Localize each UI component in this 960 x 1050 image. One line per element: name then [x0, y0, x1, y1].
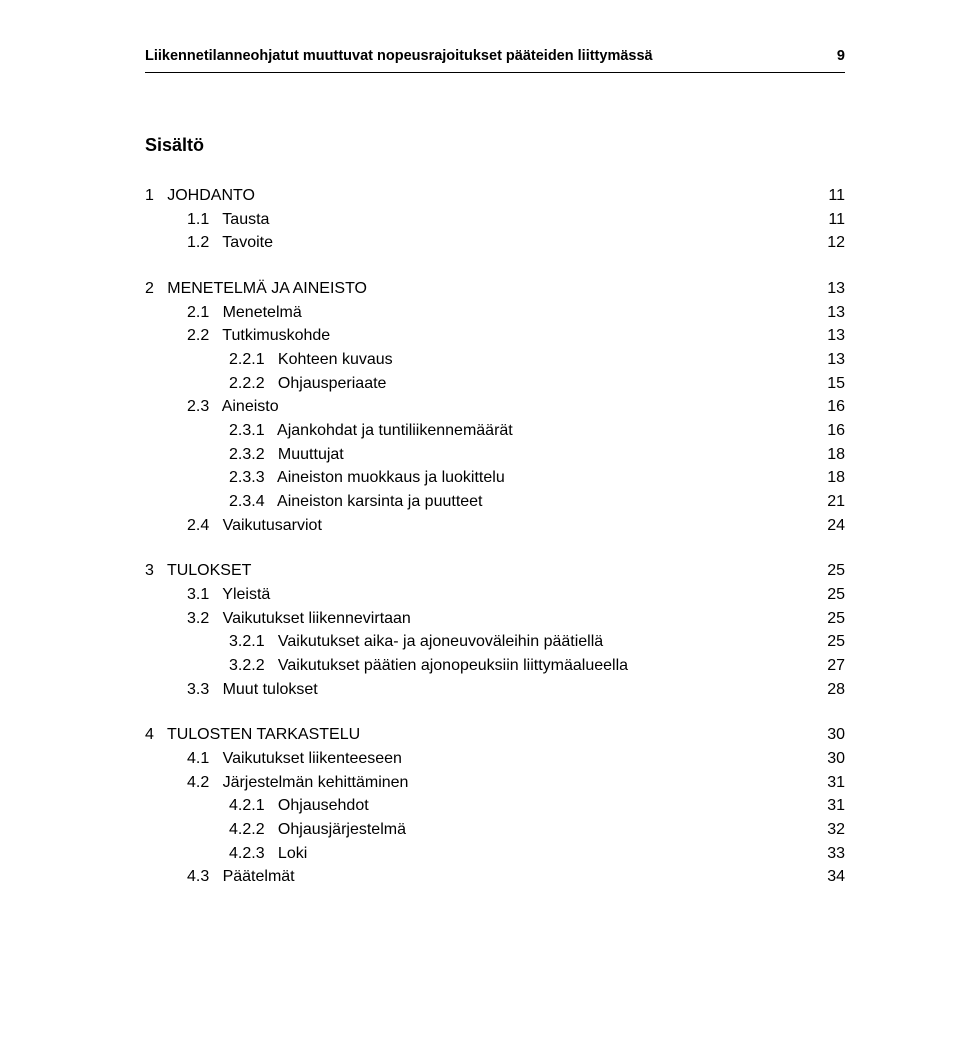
toc-row-label: 4.3 Päätelmät [145, 865, 295, 889]
toc-row-page: 13 [815, 324, 845, 348]
toc-group: 3 TULOKSET253.1 Yleistä253.2 Vaikutukset… [145, 559, 845, 701]
toc-row-page: 25 [815, 583, 845, 607]
toc-group: 2 MENETELMÄ JA AINEISTO 13 2.1 Menetelmä 13… [145, 277, 845, 537]
toc-row-page: 25 [815, 607, 845, 631]
toc-row-label: 2 MENETELMÄ JA AINEISTO [145, 277, 367, 301]
toc-row-page: 18 [815, 466, 845, 490]
toc-row: 3.3 Muut tulokset 28 [145, 678, 845, 702]
toc-row: 4 TULOSTEN TARKASTELU 30 [145, 723, 845, 747]
toc-row-label: 3.1 Yleistä [145, 583, 270, 607]
toc-row: 4.2 Järjestelmän kehittäminen 31 [145, 771, 845, 795]
toc-row: 3 TULOKSET 25 [145, 559, 845, 583]
toc-row-page: 18 [815, 443, 845, 467]
toc-row-label: 4.1 Vaikutukset liikenteeseen [145, 747, 402, 771]
toc-row-page: 13 [815, 301, 845, 325]
toc-row-page: 13 [815, 348, 845, 372]
toc-row-page: 25 [815, 630, 845, 654]
toc-row-label: 4.2 Järjestelmän kehittäminen [145, 771, 408, 795]
toc-row-label: 1.2 Tavoite [145, 231, 273, 255]
toc-row-page: 13 [815, 277, 845, 301]
toc-row: 2.3 Aineisto 16 [145, 395, 845, 419]
toc-row-page: 25 [815, 559, 845, 583]
toc-row: 2.4 Vaikutusarviot 24 [145, 514, 845, 538]
toc-row-label: 3.2.1 Vaikutukset aika- ja ajoneuvovälei… [145, 630, 603, 654]
toc-row-label: 2.2.2 Ohjausperiaate [145, 372, 386, 396]
toc-row: 2.3.4 Aineiston karsinta ja puutteet 21 [145, 490, 845, 514]
toc-row-label: 4.2.1 Ohjausehdot [145, 794, 369, 818]
toc-row: 2.2.2 Ohjausperiaate 15 [145, 372, 845, 396]
toc-row-label: 2.1 Menetelmä [145, 301, 302, 325]
toc-row-label: 4 TULOSTEN TARKASTELU [145, 723, 360, 747]
toc-row-label: 2.3.1 Ajankohdat ja tuntiliikennemäärät [145, 419, 513, 443]
toc-row: 1.1 Tausta 11 [145, 208, 845, 232]
toc-row-label: 4.2.2 Ohjausjärjestelmä [145, 818, 406, 842]
toc-row: 3.2 Vaikutukset liikennevirtaan 25 [145, 607, 845, 631]
running-header-pagenum: 9 [837, 48, 845, 64]
toc-row-page: 30 [815, 747, 845, 771]
toc-row-page: 15 [815, 372, 845, 396]
toc-row-page: 11 [816, 208, 845, 232]
toc-row-label: 1 JOHDANTO [145, 184, 255, 208]
page: Liikennetilanneohjatut muuttuvat nopeusr… [0, 0, 960, 1050]
toc-row-page: 28 [815, 678, 845, 702]
toc-row: 2.3.3 Aineiston muokkaus ja luokittelu 18 [145, 466, 845, 490]
toc-row-page: 24 [815, 514, 845, 538]
toc-row-page: 11 [816, 184, 845, 208]
toc-row-label: 1.1 Tausta [145, 208, 269, 232]
toc-row-page: 16 [815, 419, 845, 443]
toc-row-label: 2.4 Vaikutusarviot [145, 514, 322, 538]
toc-row: 2.2 Tutkimuskohde 13 [145, 324, 845, 348]
toc-row: 3.2.1 Vaikutukset aika- ja ajoneuvovälei… [145, 630, 845, 654]
toc-row-page: 27 [815, 654, 845, 678]
toc-row-label: 2.2.1 Kohteen kuvaus [145, 348, 393, 372]
toc-row-label: 2.3.4 Aineiston karsinta ja puutteet [145, 490, 483, 514]
toc-row: 2.2.1 Kohteen kuvaus 13 [145, 348, 845, 372]
toc-row: 4.2.1 Ohjausehdot 31 [145, 794, 845, 818]
toc-row-label: 3.2 Vaikutukset liikennevirtaan [145, 607, 411, 631]
toc-row-label: 3.3 Muut tulokset [145, 678, 318, 702]
toc-row: 3.2.2 Vaikutukset päätien ajonopeuksiin … [145, 654, 845, 678]
toc-row-page: 31 [815, 771, 845, 795]
toc-row-label: 3 TULOKSET [145, 559, 251, 583]
toc-group: 4 TULOSTEN TARKASTELU304.1 Vaikutukset l… [145, 723, 845, 889]
toc-row-page: 12 [815, 231, 845, 255]
toc-heading: Sisältö [145, 135, 845, 156]
toc-group: 1 JOHDANTO 11 1.1 Tausta 11 1.2 Tavoite 12 [145, 184, 845, 255]
toc-row: 1 JOHDANTO 11 [145, 184, 845, 208]
toc-row-label: 2.3.2 Muuttujat [145, 443, 344, 467]
table-of-contents: 1 JOHDANTO 11 1.1 Tausta 11 1.2 Tavoite 12 2 M… [145, 184, 845, 889]
toc-row: 4.2.2 Ohjausjärjestelmä 32 [145, 818, 845, 842]
toc-row-page: 32 [815, 818, 845, 842]
header-rule [145, 72, 845, 73]
toc-row: 3.1 Yleistä 25 [145, 583, 845, 607]
toc-row-label: 2.2 Tutkimuskohde [145, 324, 330, 348]
toc-row: 4.2.3 Loki 33 [145, 842, 845, 866]
running-header: Liikennetilanneohjatut muuttuvat nopeusr… [145, 48, 845, 64]
toc-row: 2.3.2 Muuttujat 18 [145, 443, 845, 467]
toc-row-page: 21 [815, 490, 845, 514]
toc-row-page: 34 [815, 865, 845, 889]
toc-row-page: 31 [815, 794, 845, 818]
toc-row: 2.1 Menetelmä 13 [145, 301, 845, 325]
toc-row-label: 2.3 Aineisto [145, 395, 279, 419]
toc-row-page: 30 [815, 723, 845, 747]
toc-row: 2 MENETELMÄ JA AINEISTO 13 [145, 277, 845, 301]
toc-row: 2.3.1 Ajankohdat ja tuntiliikennemäärät 1… [145, 419, 845, 443]
toc-row-page: 33 [815, 842, 845, 866]
toc-row-page: 16 [815, 395, 845, 419]
toc-row: 4.1 Vaikutukset liikenteeseen 30 [145, 747, 845, 771]
toc-row: 1.2 Tavoite 12 [145, 231, 845, 255]
toc-row: 4.3 Päätelmät 34 [145, 865, 845, 889]
toc-row-label: 3.2.2 Vaikutukset päätien ajonopeuksiin … [145, 654, 628, 678]
toc-row-label: 2.3.3 Aineiston muokkaus ja luokittelu [145, 466, 505, 490]
toc-row-label: 4.2.3 Loki [145, 842, 307, 866]
running-header-title: Liikennetilanneohjatut muuttuvat nopeusr… [145, 48, 653, 64]
